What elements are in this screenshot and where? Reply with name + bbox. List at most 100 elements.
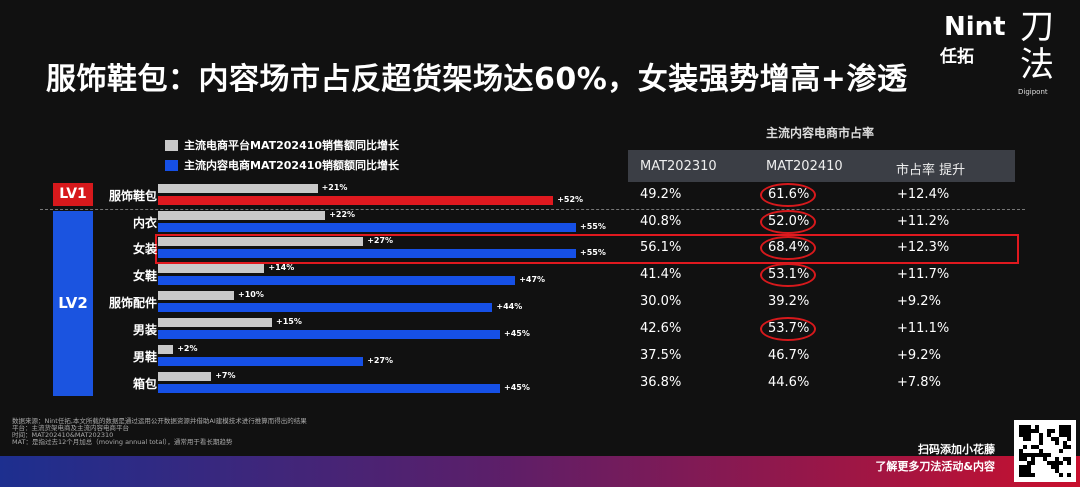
highlight-box	[155, 234, 1019, 264]
highlight-circle	[760, 263, 816, 287]
group-lv2-badge: LV2	[53, 211, 93, 396]
bar-platform-growth	[158, 237, 364, 246]
qr-module	[1019, 465, 1023, 469]
qr-module	[1031, 453, 1035, 457]
table-cell: 37.5%	[640, 348, 682, 363]
qr-module	[1059, 433, 1063, 437]
qr-module	[1023, 429, 1027, 433]
table-cell: 42.6%	[640, 321, 682, 336]
bar-content-growth	[158, 249, 576, 258]
category-label: 内衣	[132, 216, 157, 230]
qr-module	[1031, 473, 1035, 477]
bar-platform-growth	[158, 318, 272, 327]
qr-module	[1067, 425, 1071, 429]
table-cell: 49.2%	[640, 187, 682, 202]
qr-module	[1047, 461, 1051, 465]
bar-content-growth	[158, 384, 500, 393]
qr-module	[1035, 425, 1039, 429]
qr-module	[1039, 449, 1043, 453]
table-cell: +12.4%	[897, 187, 950, 202]
qr-module	[1051, 465, 1055, 469]
qr-module	[1059, 429, 1063, 433]
qr-module	[1039, 441, 1043, 445]
qr-module	[1019, 425, 1023, 429]
bar-platform-growth	[158, 211, 326, 220]
bar-data-label: +15%	[276, 317, 302, 326]
nint-logo: Nint	[944, 12, 1006, 42]
qr-module	[1027, 437, 1031, 441]
qr-module	[1023, 425, 1027, 429]
table-cell: 36.8%	[640, 375, 682, 390]
bar-platform-growth	[158, 264, 265, 273]
table-super-header: 主流内容电商市占率	[765, 126, 874, 140]
table-cell: +7.8%	[897, 375, 941, 390]
bar-data-label: +52%	[557, 195, 584, 204]
qr-module	[1027, 429, 1031, 433]
chart-legend: 主流电商平台MAT202410销售额同比增长 主流内容电商MAT202410销额…	[165, 135, 399, 175]
qr-module	[1023, 433, 1027, 437]
table-cell: 56.1%	[640, 240, 682, 255]
category-label: 服饰配件	[108, 296, 157, 310]
table-header: MAT202310 MAT202410 市占率 提升	[628, 150, 1015, 182]
qr-module	[1023, 437, 1027, 441]
qr-module	[1019, 469, 1023, 473]
category-label: 女装	[132, 242, 157, 256]
qr-module	[1027, 453, 1031, 457]
footnote-line: MAT：是指过去12个月加总（moving annual total），通常用于…	[12, 438, 233, 446]
bar-data-label: +55%	[580, 222, 606, 231]
table-cell: +11.7%	[897, 267, 950, 282]
qr-module	[1059, 425, 1063, 429]
bar-data-label: +27%	[367, 236, 394, 245]
qr-module	[1035, 453, 1039, 457]
bar-platform-growth	[158, 345, 174, 354]
qr-module	[1027, 433, 1031, 437]
qr-module	[1023, 465, 1027, 469]
bar-platform-growth	[158, 372, 212, 381]
qr-caption-2: 了解更多刀法活动&内容	[875, 460, 995, 473]
qr-module	[1035, 445, 1039, 449]
qr-module	[1027, 425, 1031, 429]
qr-module	[1059, 461, 1063, 465]
highlight-circle	[760, 317, 816, 341]
qr-module	[1031, 457, 1035, 461]
table-cell: +11.2%	[897, 214, 950, 229]
daofa-logo: 刀法	[1020, 7, 1054, 85]
qr-module	[1063, 429, 1067, 433]
table-header-mat202310: MAT202310	[640, 159, 717, 174]
category-label: 箱包	[132, 377, 157, 391]
page-title: 服饰鞋包：内容场市占反超货架场达60%，女装强势增高+渗透	[46, 62, 908, 97]
qr-module	[1051, 437, 1055, 441]
qr-module	[1043, 457, 1047, 461]
qr-module	[1031, 461, 1035, 465]
qr-module	[1023, 453, 1027, 457]
qr-module	[1023, 473, 1027, 477]
table-cell: 30.0%	[640, 294, 682, 309]
bar-content-growth	[158, 357, 364, 366]
qr-module	[1023, 445, 1027, 449]
table-cell: 40.8%	[640, 214, 682, 229]
legend-item-gray: 主流电商平台MAT202410销售额同比增长	[165, 135, 399, 155]
table-header-lift: 市占率 提升	[896, 163, 966, 178]
footnote-line: 平台：主流货架电商及主流内容电商平台	[12, 424, 129, 432]
qr-module	[1055, 461, 1059, 465]
group-lv1-badge: LV1	[53, 183, 93, 206]
qr-module	[1023, 469, 1027, 473]
qr-module	[1043, 453, 1047, 457]
qr-module	[1019, 453, 1023, 457]
qr-module	[1039, 437, 1043, 441]
qr-module	[1023, 457, 1027, 461]
bar-content-growth	[158, 303, 493, 312]
bar-data-label: +21%	[321, 183, 348, 192]
qr-module	[1039, 433, 1043, 437]
table-header-mat202410: MAT202410	[766, 159, 843, 174]
legend-swatch-gray	[165, 139, 178, 151]
nint-logo-sub: 任拓	[940, 47, 974, 67]
qr-module	[1031, 445, 1035, 449]
qr-module	[1047, 433, 1051, 437]
qr-module	[1047, 429, 1051, 433]
qr-module	[1055, 441, 1059, 445]
qr-module	[1027, 473, 1031, 477]
legend-label-gray: 主流电商平台MAT202410销售额同比增长	[184, 139, 400, 152]
category-label: 女鞋	[132, 269, 157, 283]
